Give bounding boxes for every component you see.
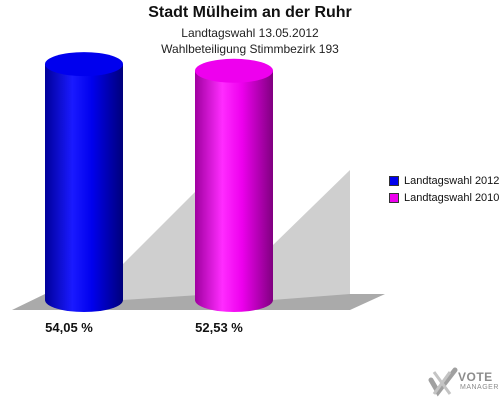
- logo-text-vote: VOTE: [458, 370, 493, 384]
- bar-1: [195, 58, 273, 312]
- chart-subtitle-election: Landtagswahl 13.05.2012: [181, 26, 319, 40]
- legend-label-2010: Landtagswahl 2010: [404, 191, 500, 204]
- bar-shadow-0: [123, 172, 215, 300]
- bar-shadow-1: [272, 170, 350, 300]
- bar-body-0: [45, 64, 123, 313]
- legend-swatch-2010: [389, 192, 399, 203]
- legend-swatch-2012: [389, 175, 399, 186]
- legend-item-2010: Landtagswahl 2010: [389, 189, 499, 206]
- bar-top-1: [195, 58, 273, 83]
- chart-title: Stadt Mülheim an der Ruhr: [148, 4, 352, 21]
- logo-text-manager: MANAGER: [460, 384, 499, 391]
- legend-item-2012: Landtagswahl 2012: [389, 172, 499, 189]
- vote-manager-logo: VOTE MANAGER: [428, 366, 500, 400]
- chart-legend: Landtagswahl 2012 Landtagswahl 2010: [389, 172, 499, 206]
- bar-value-label-0: 54,05 %: [45, 320, 93, 335]
- bar-value-label-1: 52,53 %: [195, 320, 243, 335]
- checkmark-cross-icon: [428, 367, 458, 397]
- bar-top-0: [45, 52, 123, 77]
- bar-body-1: [195, 70, 273, 312]
- chart-subtitle-turnout: Wahlbeteiligung Stimmbezirk 193: [161, 42, 339, 56]
- legend-label-2012: Landtagswahl 2012: [404, 174, 500, 187]
- bar-0: [45, 52, 123, 313]
